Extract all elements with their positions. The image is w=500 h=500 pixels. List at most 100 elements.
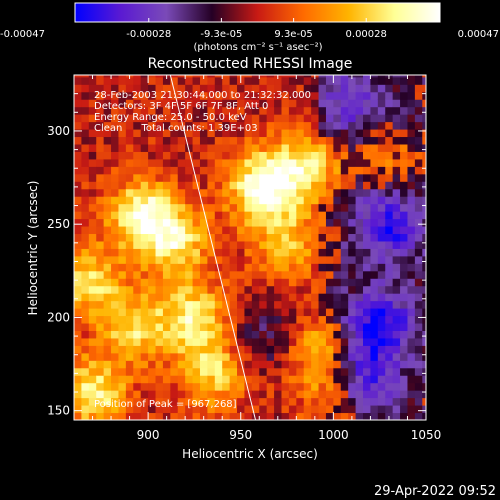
heatmap-cell [266,352,275,361]
heatmap-cell [229,211,238,220]
heatmap-cell [185,166,194,175]
heatmap-cell [237,390,245,399]
heatmap-cell [407,293,416,302]
heatmap-cell [214,270,223,279]
heatmap-cell [422,84,426,93]
heatmap-cell [355,158,364,167]
heatmap-cell [140,166,149,175]
heatmap-cell [81,211,90,220]
heatmap-cell [140,75,149,78]
heatmap-cell [414,158,423,167]
heatmap-cell [400,255,408,264]
heatmap-cell [370,181,379,190]
heatmap-cell [370,106,379,115]
heatmap-cell [422,397,426,406]
heatmap-cell [385,203,394,212]
heatmap-cell [274,158,282,167]
annotation-block: 28-Feb-2003 21:30:44.000 to 21:32:32.000… [94,90,311,410]
heatmap-cell [303,84,312,93]
heatmap-cell [266,240,275,249]
heatmap-cell [222,255,231,264]
heatmap-cell [103,337,112,346]
heatmap-cell [140,248,149,257]
heatmap-cell [244,144,253,152]
heatmap-cell [400,315,408,324]
heatmap-cell [111,255,119,264]
heatmap-cell [370,278,379,287]
heatmap-cell [229,158,238,167]
heatmap-cell [244,405,253,414]
heatmap-cell [303,188,312,197]
heatmap-cell [340,390,349,399]
heatmap-cell [377,136,386,145]
heatmap-cell [133,76,142,85]
heatmap-cell [392,352,401,361]
heatmap-cell [340,375,349,384]
heatmap-cell [214,397,223,406]
heatmap-cell [185,375,194,384]
heatmap-cell [385,121,394,130]
heatmap-cell [259,196,268,205]
heatmap-cell [199,203,208,212]
heatmap-cell [111,121,119,130]
heatmap-cell [370,203,379,212]
heatmap-cell [148,382,157,391]
heatmap-cell [251,75,260,78]
heatmap-cell [311,233,320,242]
heatmap-cell [133,405,142,414]
heatmap-cell [177,173,186,182]
heatmap-cell [348,405,357,414]
heatmap-cell [199,345,208,354]
heatmap-cell [222,270,231,279]
heatmap-cell [111,114,119,123]
heatmap-cell [400,218,408,227]
heatmap-cell [274,397,282,406]
heatmap-cell [170,106,179,115]
heatmap-cell [266,91,275,100]
heatmap-cell [74,293,82,302]
heatmap-cell [340,158,349,167]
heatmap-cell [414,136,423,145]
heatmap-cell [177,315,186,324]
heatmap-cell [133,158,142,167]
heatmap-cell [140,158,149,167]
heatmap-cell [74,270,82,279]
heatmap-cell [170,367,179,376]
heatmap-cell [288,99,297,108]
heatmap-cell [177,114,186,123]
heatmap-cell [400,360,408,369]
heatmap-cell [303,211,312,220]
heatmap-cell [237,323,245,331]
heatmap-cell [422,99,426,108]
heatmap-cell [340,75,349,78]
heatmap-cell [88,211,97,220]
heatmap-cell [244,390,253,399]
heatmap-cell [133,91,142,100]
heatmap-cell [222,382,231,391]
heatmap-cell [237,248,245,257]
heatmap-cell [348,173,357,182]
heatmap-cell [414,352,423,361]
heatmap-cell [118,375,127,384]
heatmap-cell [96,233,105,242]
heatmap-cell [333,367,342,376]
heatmap-cell [125,278,134,287]
heatmap-cell [348,240,357,249]
heatmap-cell [148,248,157,257]
heatmap-cell [170,300,179,309]
heatmap-cell [133,248,142,257]
x-tick-label: 950 [229,428,252,442]
heatmap-cell [237,382,245,391]
heatmap-cell [222,91,231,100]
heatmap-cell [377,367,386,376]
heatmap-cell [303,144,312,152]
heatmap-cell [259,218,268,227]
heatmap-cell [325,270,334,279]
heatmap-cell [88,226,97,235]
heatmap-cell [222,114,231,123]
heatmap-cell [377,300,386,309]
heatmap-cell [148,99,157,108]
heatmap-cell [125,263,134,272]
heatmap-cell [377,240,386,249]
heatmap-cell [125,300,134,309]
